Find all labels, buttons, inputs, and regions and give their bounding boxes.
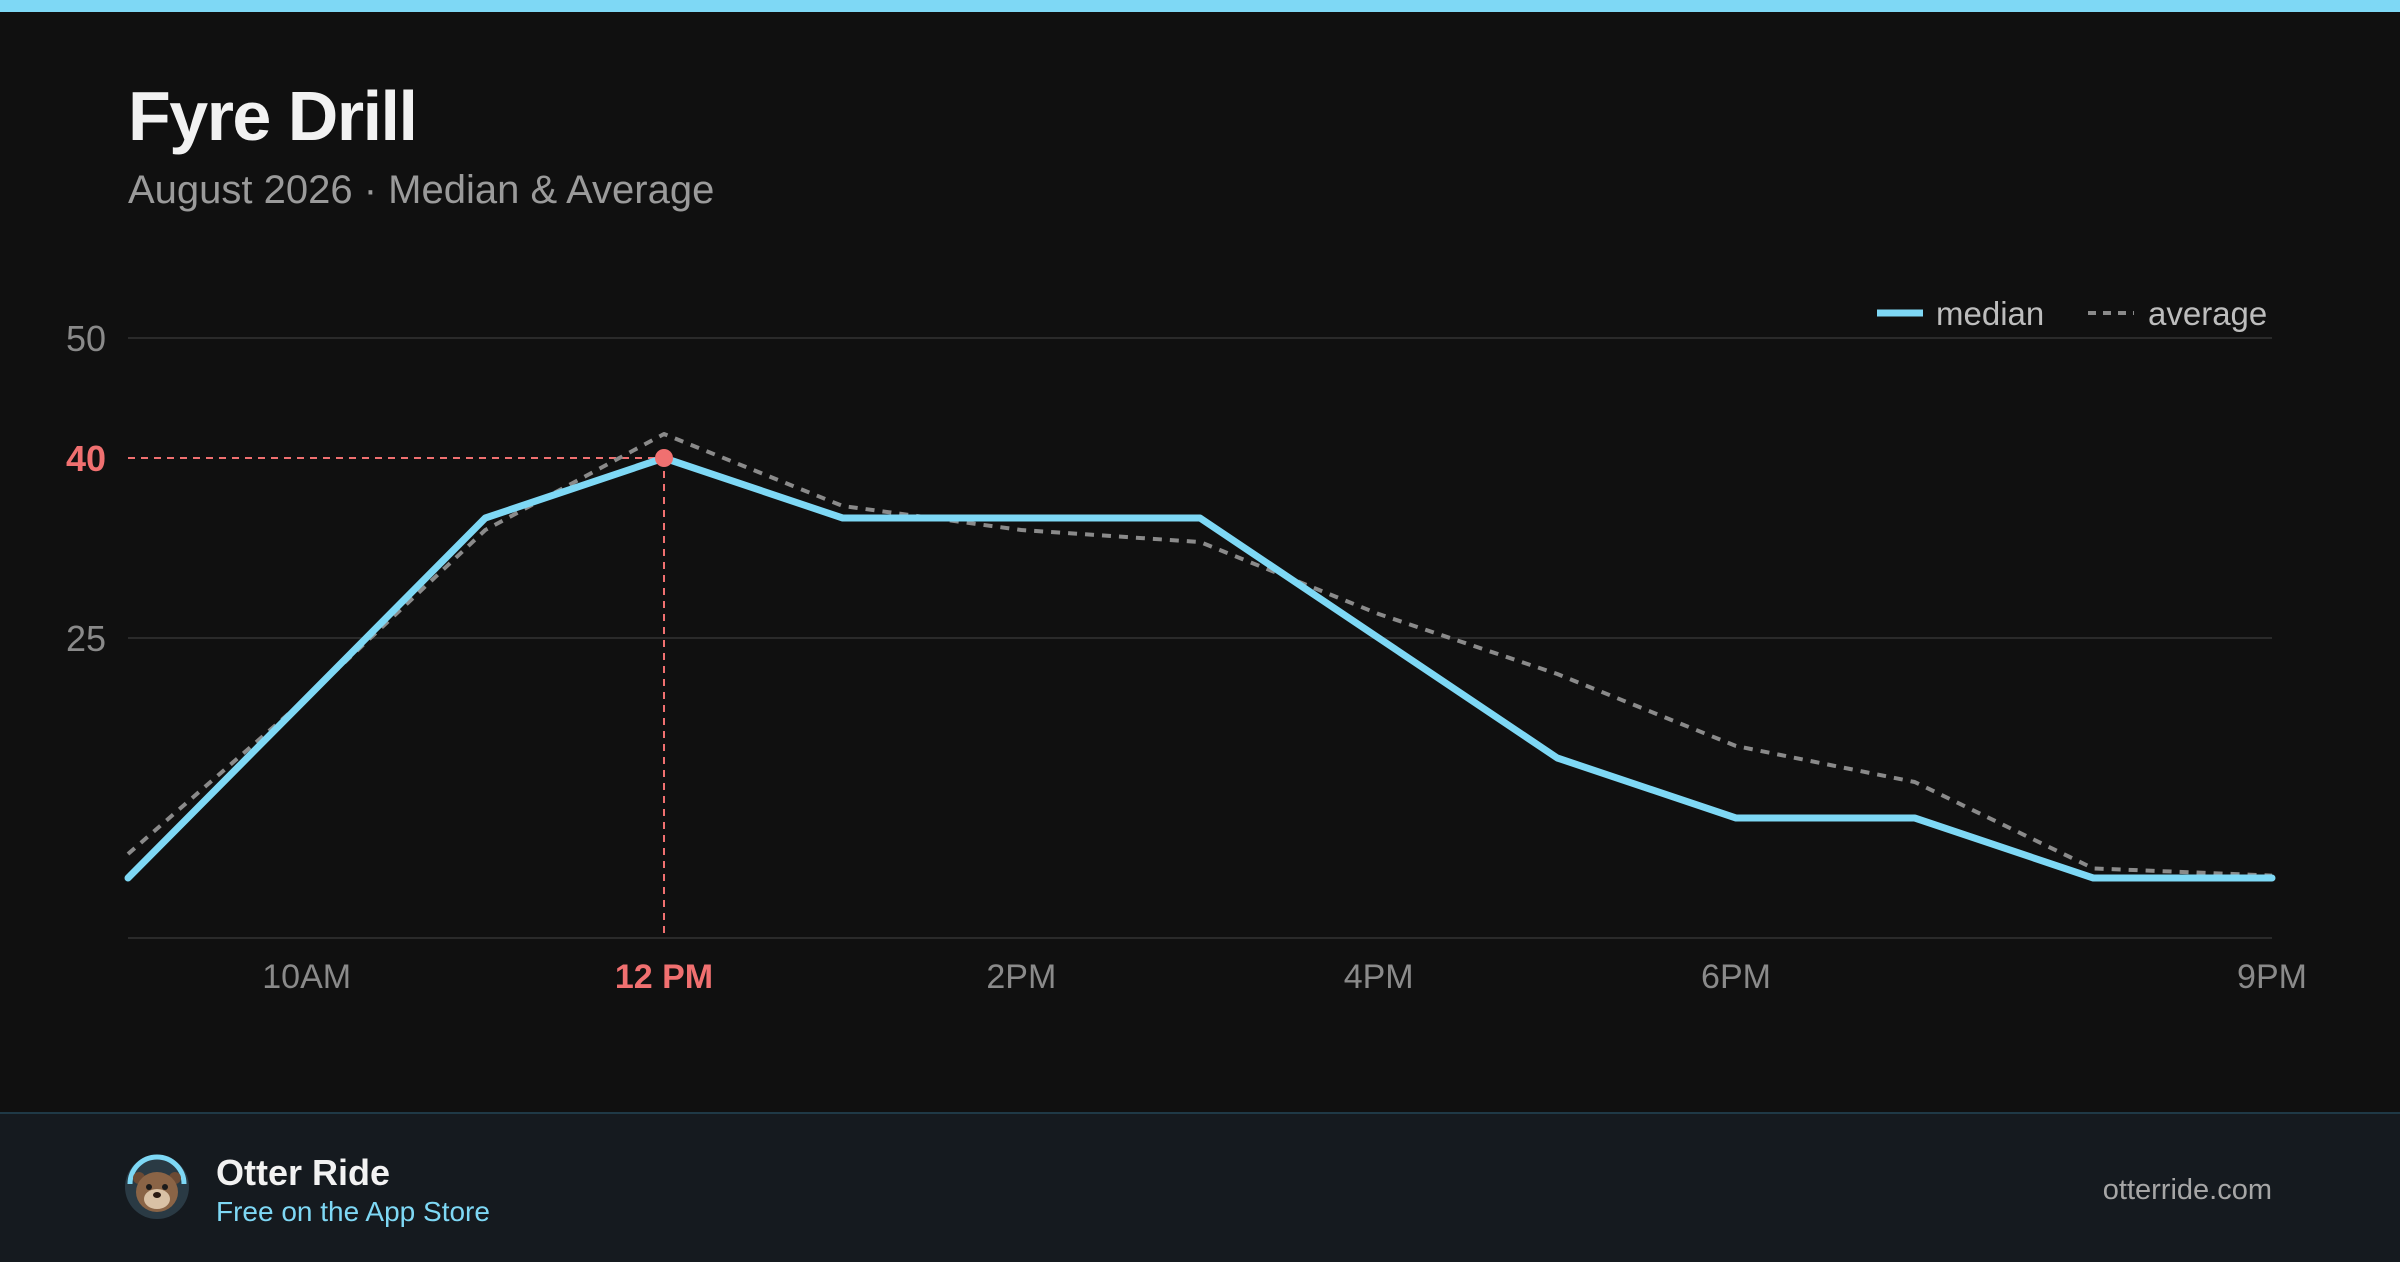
otter-icon <box>125 1154 189 1219</box>
y-tick-label: 50 <box>66 318 106 359</box>
y-tick-label: 40 <box>66 438 106 479</box>
x-tick-label: 12 PM <box>615 958 713 996</box>
page-subtitle: August 2026 · Median & Average <box>128 168 715 212</box>
y-tick-label: 25 <box>66 618 106 659</box>
page-title: Fyre Drill <box>128 77 418 155</box>
highlight-point <box>655 449 673 467</box>
x-tick-label: 2PM <box>986 958 1056 996</box>
x-tick-label: 9PM <box>2237 958 2307 996</box>
series-average-line <box>126 432 2273 878</box>
app-store-link[interactable]: Free on the App Store <box>216 1196 490 1227</box>
line-chart: 50 40 25 10AM 12 PM 2PM 4PM 6PM 9PM median aver… <box>66 295 2307 996</box>
top-accent-bar <box>0 0 2400 12</box>
series-median-line <box>124 454 2276 882</box>
x-tick-label: 6PM <box>1701 958 1771 996</box>
legend-median-label: median <box>1936 295 2044 332</box>
footer: Otter Ride Free on the App Store otterri… <box>0 1112 2400 1262</box>
x-tick-label: 10AM <box>262 958 351 996</box>
x-tick-label: 4PM <box>1344 958 1414 996</box>
legend-average-label: average <box>2148 295 2267 332</box>
website-link[interactable]: otterride.com <box>2102 1174 2272 1206</box>
app-name: Otter Ride <box>216 1152 391 1193</box>
